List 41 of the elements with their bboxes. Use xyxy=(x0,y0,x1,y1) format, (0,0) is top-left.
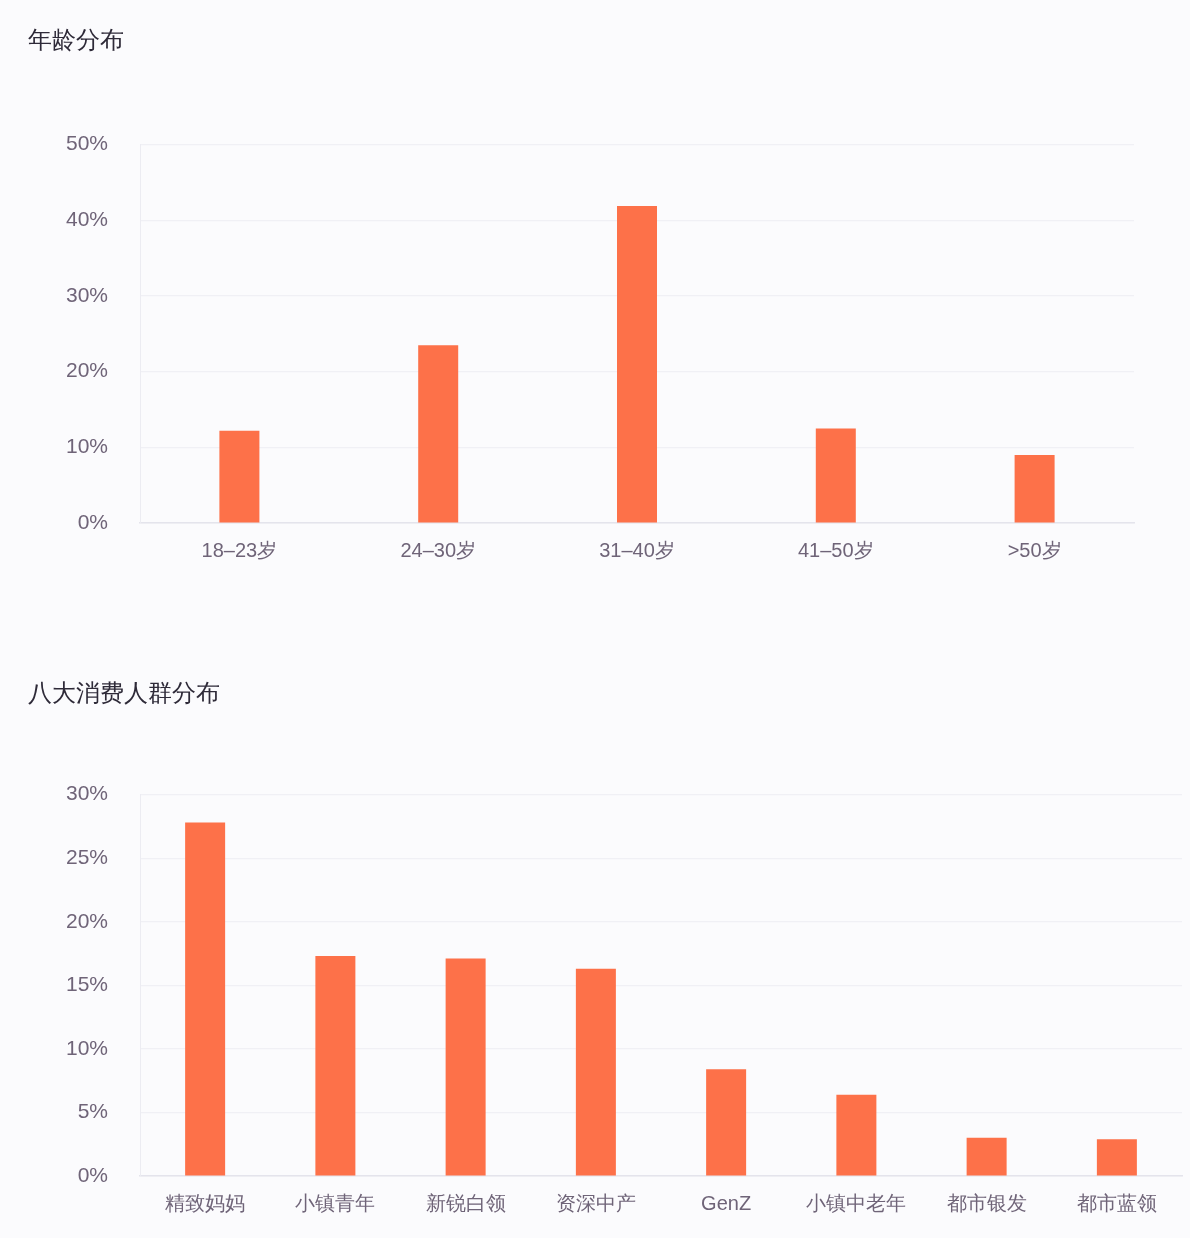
y-tick-label: 0% xyxy=(77,1162,108,1186)
y-tick-label: 10% xyxy=(65,1035,108,1059)
y-tick-label: 20% xyxy=(65,908,108,932)
y-tick-label: 10% xyxy=(65,434,108,458)
bar xyxy=(1096,1139,1137,1176)
y-tick-label: 40% xyxy=(65,207,108,231)
bar xyxy=(815,428,856,523)
bar xyxy=(418,345,459,523)
y-tick-label: 15% xyxy=(65,972,108,996)
y-tick-label: 0% xyxy=(77,509,108,533)
bar xyxy=(219,430,260,523)
y-tick-label: 30% xyxy=(65,781,108,805)
x-tick-label: 都市银发 xyxy=(946,1191,1027,1214)
y-tick-label: 20% xyxy=(65,358,108,382)
bar xyxy=(706,1069,747,1176)
x-tick-label: 精致妈妈 xyxy=(165,1191,246,1214)
chart-title: 八大消费人群分布 xyxy=(28,678,220,708)
bar xyxy=(575,968,616,1176)
bar xyxy=(966,1137,1007,1176)
x-tick-label: GenZ xyxy=(701,1191,752,1214)
bar xyxy=(1014,454,1055,523)
x-tick-label: 小镇青年 xyxy=(295,1191,376,1214)
y-tick-label: 5% xyxy=(77,1099,108,1123)
x-tick-label: 18–23岁 xyxy=(201,538,278,561)
y-tick-label: 50% xyxy=(65,131,108,155)
bar xyxy=(315,956,356,1176)
y-tick-label: 30% xyxy=(65,282,108,306)
bar xyxy=(617,205,657,523)
x-tick-label: >50岁 xyxy=(1007,538,1062,561)
x-tick-label: 都市蓝领 xyxy=(1076,1191,1157,1214)
bar xyxy=(185,822,226,1176)
x-tick-label: 41–50岁 xyxy=(797,538,874,561)
y-tick-label: 25% xyxy=(65,844,108,868)
x-tick-label: 资深中产 xyxy=(555,1191,636,1214)
x-tick-label: 31–40岁 xyxy=(599,538,675,561)
x-tick-label: 24–30岁 xyxy=(400,538,477,561)
bar xyxy=(836,1094,877,1176)
chart-title: 年龄分布 xyxy=(28,25,124,55)
bar xyxy=(445,958,486,1176)
x-tick-label: 新锐白领 xyxy=(425,1191,506,1214)
x-tick-label: 小镇中老年 xyxy=(806,1191,907,1214)
